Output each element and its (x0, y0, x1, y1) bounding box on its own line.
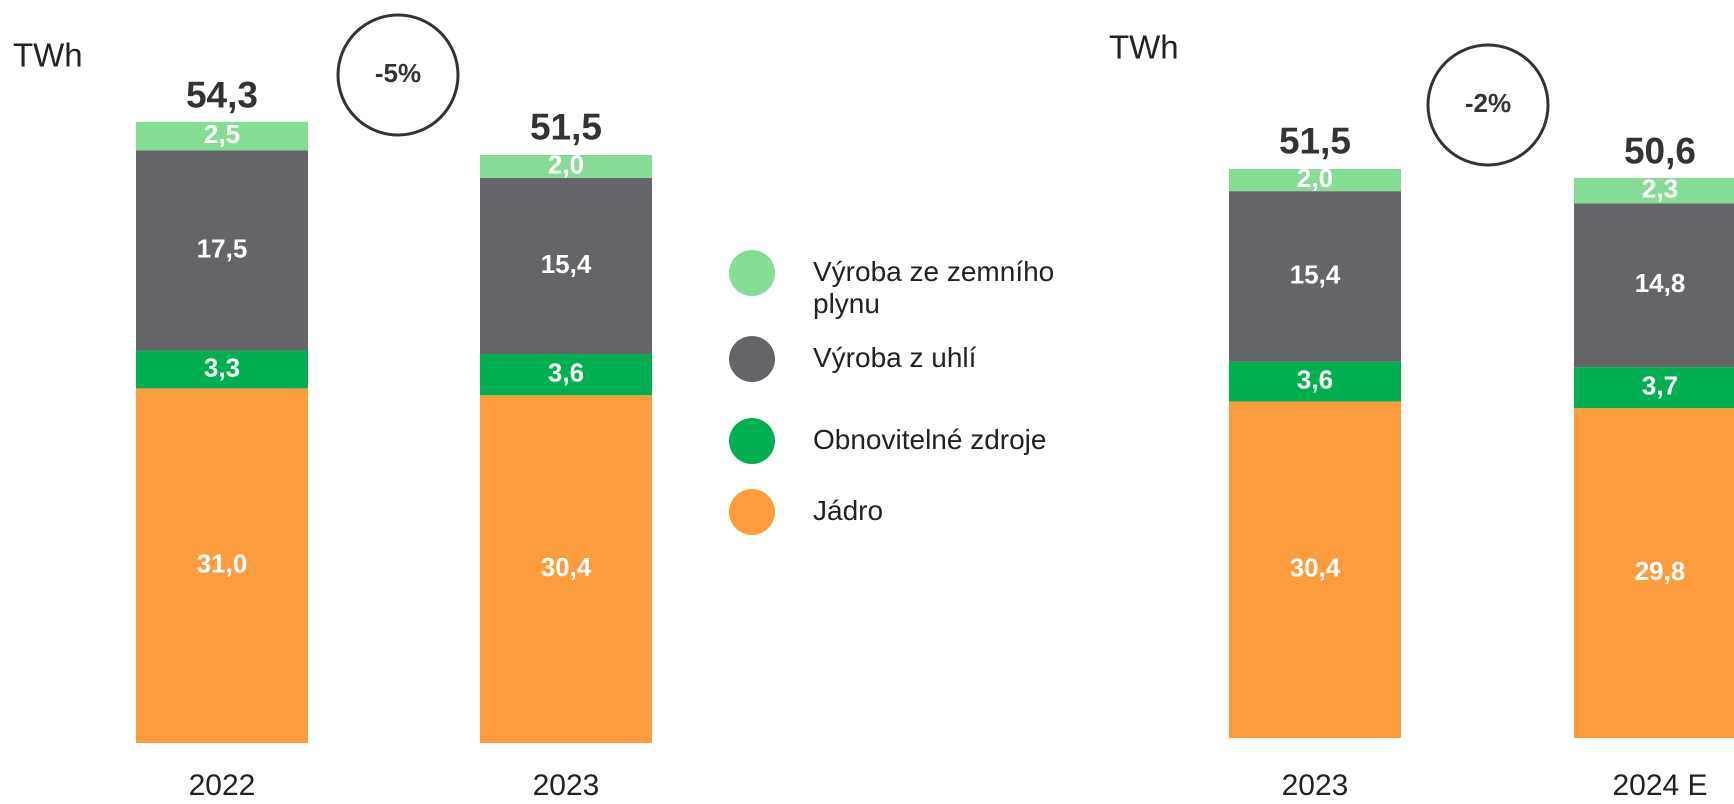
bar-segment (1574, 367, 1734, 409)
bar-segment (136, 121, 308, 151)
annotation-circle (1426, 43, 1550, 167)
bar-segment (136, 388, 308, 743)
segment-label: 15,4 (541, 249, 592, 279)
bar-segment (1229, 169, 1401, 192)
x-tick-label: 2022 (189, 769, 256, 802)
segment-label: 2,0 (1297, 163, 1333, 193)
x-tick-label: 2023 (533, 769, 600, 802)
segment-label: 3,6 (1297, 364, 1333, 394)
x-tick-label: 2024 E (1612, 769, 1707, 802)
segment-label: 29,8 (1635, 556, 1686, 586)
segment-label: 14,8 (1635, 268, 1686, 298)
segment-label: 30,4 (1290, 553, 1341, 583)
segment-label: 17,5 (197, 233, 248, 263)
segment-label: 2,3 (1642, 173, 1678, 203)
bar-segment (1229, 401, 1401, 738)
bar-segment (480, 177, 652, 355)
bar-segment (1574, 177, 1734, 204)
bar-segment (480, 154, 652, 178)
total-label: 51,5 (530, 107, 602, 148)
total-label: 51,5 (1279, 121, 1351, 162)
unit-label: TWh (1109, 29, 1179, 66)
segment-label: 2,5 (204, 119, 240, 149)
x-tick-label: 2023 (1282, 769, 1349, 802)
legend-label: Obnovitelné zdroje (813, 424, 1047, 455)
bar-segment (1229, 191, 1401, 362)
total-label: 54,3 (186, 75, 258, 116)
legend-swatch (729, 250, 775, 296)
bar-segment (480, 395, 652, 743)
legend-label: Jádro (813, 495, 884, 526)
legend-swatch (729, 489, 775, 535)
unit-label: TWh (13, 37, 83, 74)
legend-swatch (729, 336, 775, 382)
segment-label: 31,0 (197, 549, 248, 579)
segment-label: 2,0 (548, 149, 584, 179)
legend-swatch (729, 418, 775, 464)
bar-segment (136, 150, 308, 351)
bar-segment (480, 354, 652, 396)
bar-segment (136, 350, 308, 389)
total-label: 50,6 (1624, 131, 1696, 172)
segment-label: 3,3 (204, 352, 240, 382)
bar-segment (1229, 361, 1401, 402)
segment-label: 30,4 (541, 552, 592, 582)
legend-label: Výroba z uhlí (813, 342, 977, 373)
bar-segment (1574, 203, 1734, 368)
segment-label: 15,4 (1290, 259, 1341, 289)
segment-label: 3,6 (548, 358, 584, 388)
bar-segment (1574, 408, 1734, 738)
annotation: -5% (375, 58, 421, 88)
annotation-circle (336, 13, 460, 137)
segment-label: 3,7 (1642, 371, 1678, 401)
legend-label: Výroba ze zemního plynu (813, 256, 1055, 319)
annotation: -2% (1465, 88, 1511, 118)
